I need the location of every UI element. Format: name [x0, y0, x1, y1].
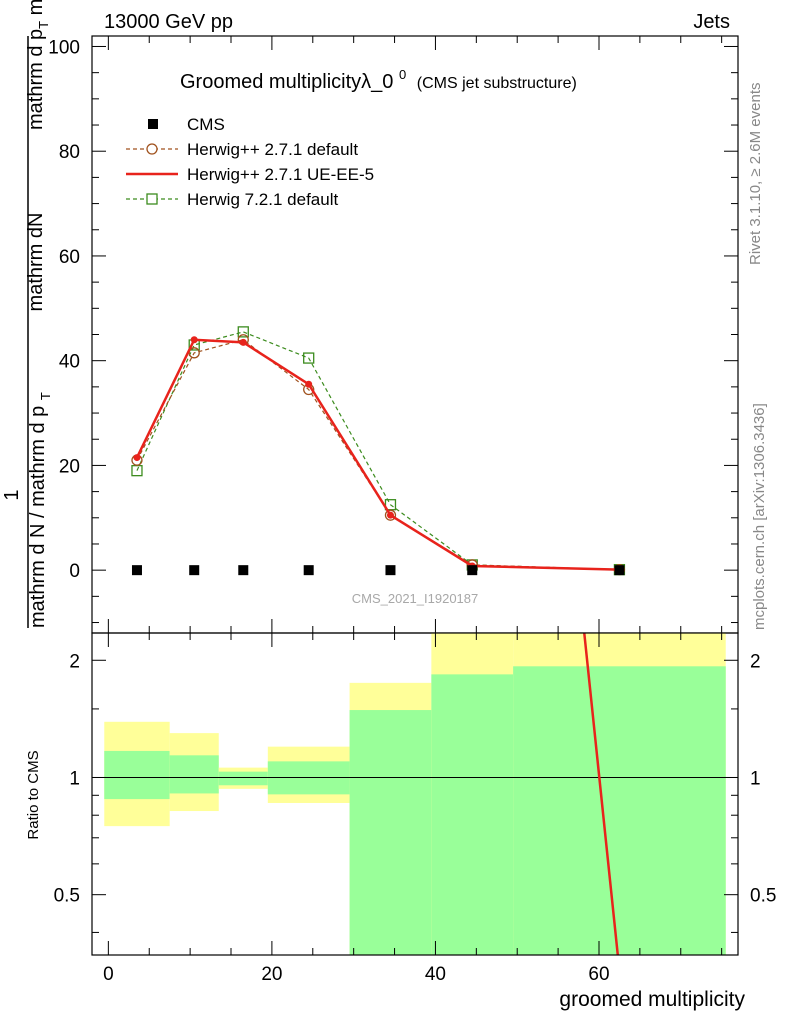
y-label-numerator-tail: mathrm d lambda [25, 0, 47, 21]
y-label-denominator-T: T [38, 392, 53, 400]
main-ytick-label-3: 60 [59, 247, 80, 268]
herwig-ue-point-4 [386, 511, 394, 519]
xtick-label-0: 0 [103, 964, 114, 985]
main-ytick-label-0: 0 [69, 561, 80, 582]
legend: CMS Herwig++ 2.7.1 default Herwig++ 2.7.1 … [126, 115, 374, 209]
band-inner-6 [513, 666, 726, 955]
main-ytick-label-4: 80 [59, 142, 80, 163]
herwig-ue-point-1 [190, 336, 198, 344]
xtick-label-1: 20 [261, 964, 282, 985]
ratio-ytick-label-right-1: 1 [750, 768, 761, 789]
mcplots-label: mcplots.cern.ch [arXiv:1306.3436] [751, 403, 768, 630]
herwig-default-point-4 [384, 509, 397, 521]
band-inner-2 [218, 771, 268, 786]
rivet-label: Rivet 3.1.10, ≥ 2.6M events [747, 83, 764, 266]
ratio-frame [91, 632, 739, 956]
herwig7-point-2 [237, 326, 249, 338]
ratio-series-line-0 [583, 632, 620, 956]
legend-marker-1 [146, 143, 158, 155]
header-left: 13000 GeV pp [104, 11, 233, 33]
herwig-ue-point-3 [305, 380, 313, 388]
main-y-label: 1 mathrm dN mathrm d pT mathrm d lambda … [1, 0, 53, 628]
ratio-panel: 0.5 0.51 12 20 20 40 60 [54, 632, 776, 985]
herwig7-point-3 [303, 352, 315, 364]
band-inner-1 [169, 755, 219, 794]
series-line-3 [136, 331, 620, 571]
legend-label-0: CMS [187, 115, 225, 134]
legend-label-1: Herwig++ 2.7.1 default [187, 140, 358, 159]
xtick-label-3: 60 [588, 964, 609, 985]
ratio-ytick-label-2: 2 [69, 651, 80, 672]
main-ytick-label-1: 20 [59, 456, 80, 477]
analysis-watermark: CMS_2021_I1920187 [352, 591, 479, 606]
band-inner-0 [104, 750, 170, 800]
main-ytick-label-5: 100 [48, 37, 80, 58]
cms-point-6 [614, 565, 625, 576]
legend-label-2: Herwig++ 2.7.1 UE-EE-5 [187, 165, 374, 184]
legend-label-3: Herwig 7.2.1 default [187, 190, 338, 209]
header-right: Jets [693, 11, 730, 33]
ratio-ytick-label-0: 0.5 [54, 886, 80, 907]
series-line-2 [135, 338, 620, 571]
y-label-numerator: mathrm dN [25, 213, 47, 312]
y-label-denominator: mathrm d N / mathrm d p T [27, 392, 53, 628]
y-label-one: 1 [1, 489, 23, 500]
herwig-ue-point-0 [133, 454, 141, 462]
ratio-y-label: Ratio to CMS [25, 750, 42, 839]
band-inner-5 [431, 674, 514, 955]
main-ytick-label-2: 40 [59, 352, 80, 373]
legend-cms-marker [148, 119, 158, 129]
y-label-numerator-sub: mathrm d p [25, 29, 47, 130]
cms-point-2 [238, 565, 249, 576]
y-label-denominator-text: mathrm d N / mathrm d p [27, 406, 49, 628]
y-label-numerator-top: mathrm dN [25, 213, 47, 312]
cms-point-4 [385, 565, 396, 576]
ratio-ytick-label-1: 1 [69, 768, 80, 789]
y-label-numerator-2: mathrm d pT mathrm d lambda [25, 0, 51, 130]
main-panel: 0 20 40 60 80 100 [48, 35, 739, 634]
ratio-ytick-label-right-0: 0.5 [750, 886, 776, 907]
ratio-ytick-label-right-2: 2 [750, 651, 761, 672]
cms-point-3 [303, 565, 314, 576]
chart-title-sup: 0 [399, 67, 406, 82]
y-label-numerator-subT: T [36, 21, 51, 29]
chart-title: Groomed multiplicityλ_0 0 (CMS jet subst… [180, 62, 577, 93]
xtick-label-2: 40 [425, 964, 446, 985]
band-inner-4 [349, 710, 432, 955]
chart-title-sub: (CMS jet substructure) [417, 75, 577, 92]
cms-point-0 [131, 565, 142, 576]
herwig-ue-point-2 [239, 338, 247, 346]
cms-point-1 [189, 565, 200, 576]
chart-title-main: Groomed multiplicityλ_0 [180, 71, 393, 93]
x-axis-label: groomed multiplicity [559, 988, 745, 1011]
cms-point-5 [467, 565, 478, 576]
series-line-1 [136, 339, 620, 571]
legend-marker-3 [146, 193, 158, 205]
